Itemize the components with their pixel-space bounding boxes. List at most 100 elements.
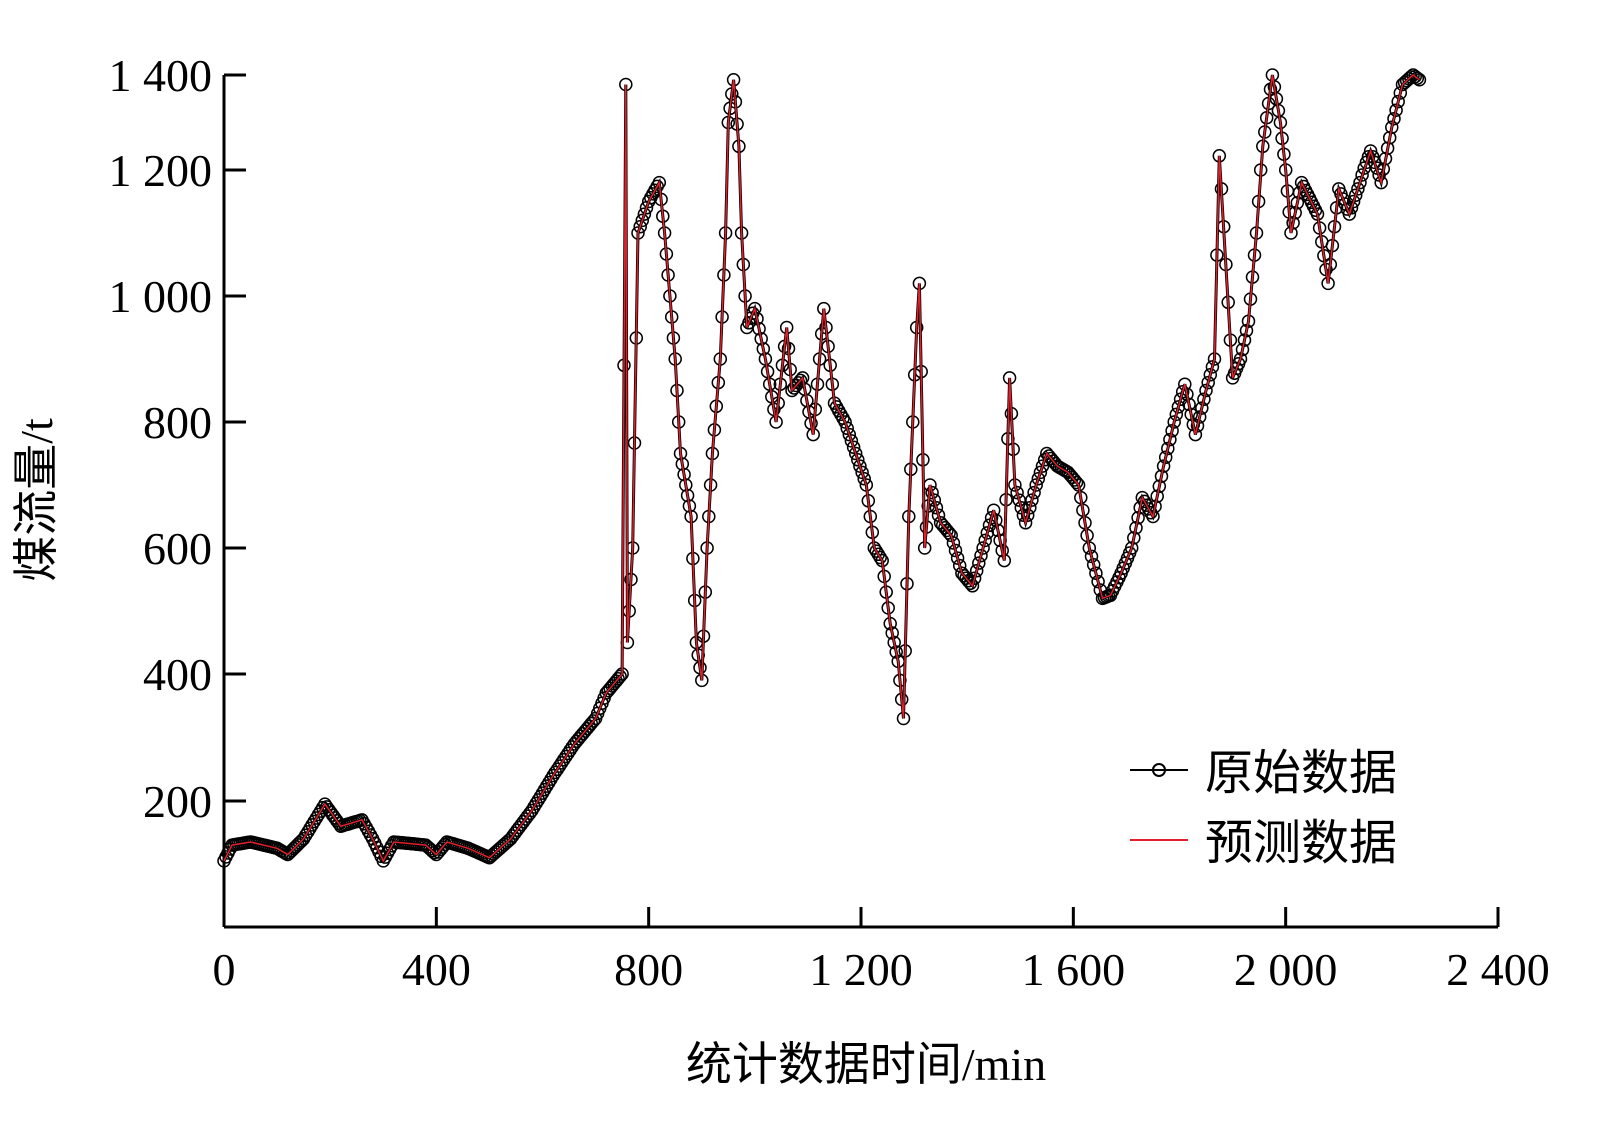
series-original-point <box>1124 541 1139 555</box>
series-original-point <box>535 786 550 800</box>
series-original-point <box>848 446 863 461</box>
series-original-point <box>1152 479 1167 494</box>
series-original-point <box>691 648 705 662</box>
series-original-point <box>993 533 1007 548</box>
y-tick-label: 1 400 <box>109 50 213 101</box>
series-original-point <box>611 672 625 686</box>
series-original-point <box>1078 516 1092 530</box>
series-original-point <box>1154 469 1169 483</box>
y-tick-label: 1 200 <box>109 145 213 196</box>
series-original-point <box>305 818 319 832</box>
series-original-point <box>1380 141 1395 155</box>
series-original-point <box>1197 392 1211 407</box>
series-original-point <box>1404 70 1418 84</box>
series-original-point <box>1086 558 1101 572</box>
series-original-point <box>1235 342 1250 357</box>
series-original-point <box>887 635 901 650</box>
series-original-point <box>978 533 992 548</box>
series-original-point <box>875 553 889 568</box>
series-original-point <box>1192 410 1207 424</box>
series-original-point <box>1018 516 1033 530</box>
series-original-point <box>1389 103 1403 117</box>
series-original-point <box>1184 407 1198 422</box>
series-original-point <box>679 478 693 492</box>
y-tick-label: 400 <box>143 649 212 700</box>
series-original-point <box>633 219 647 234</box>
series-original-point <box>1025 493 1039 507</box>
series-original-point <box>760 364 775 379</box>
series-original-point <box>976 541 990 555</box>
series-original-point <box>842 427 857 442</box>
series-original-point <box>309 811 324 825</box>
series-original-point <box>855 465 869 480</box>
series-original-point <box>1290 196 1305 210</box>
series-original-point <box>1156 459 1171 473</box>
series-original-point <box>1378 151 1393 166</box>
series-original-point <box>762 377 777 391</box>
series-original-point <box>986 503 1001 517</box>
series-original-point <box>525 803 539 818</box>
series-original-point <box>1195 401 1209 415</box>
y-tick-label: 800 <box>143 397 212 448</box>
series-original-point <box>544 772 558 786</box>
series-original-point <box>1353 175 1367 190</box>
series-original-point <box>948 543 963 558</box>
series-original-point <box>1355 168 1369 182</box>
series-original-point <box>1029 478 1043 492</box>
series-original-point <box>965 579 980 593</box>
series-original-point <box>1069 475 1084 490</box>
legend: 原始数据 预测数据 <box>1130 747 1397 870</box>
series-original-point <box>846 440 861 454</box>
series-original-point <box>1199 383 1213 398</box>
series-original-point <box>1410 71 1425 85</box>
series-original-point <box>677 467 691 482</box>
series-original-point <box>859 478 874 492</box>
series-original-point <box>1158 450 1173 465</box>
series-original-point <box>1387 111 1401 126</box>
x-tick-label: 1 200 <box>809 944 913 995</box>
series-original-point <box>1074 490 1088 505</box>
series-original-point <box>944 528 958 543</box>
series-original-point <box>1357 161 1371 175</box>
series-original-point <box>991 523 1005 538</box>
series-original-point <box>873 550 887 565</box>
series-original-point <box>1365 149 1380 164</box>
series-original-point <box>537 782 552 797</box>
series-original-point <box>844 434 859 448</box>
series-original-point <box>1027 485 1041 500</box>
series-original-point <box>1082 541 1097 555</box>
series-original-point <box>531 793 546 807</box>
series-original-point <box>1317 248 1331 263</box>
series-original-point <box>1167 415 1181 429</box>
series-original-point <box>1089 566 1103 580</box>
series-original-point <box>758 352 773 366</box>
series-original-point <box>754 332 768 346</box>
y-tick-label: 1 000 <box>109 271 213 322</box>
series-original-point <box>1161 441 1175 456</box>
series-original-point <box>533 789 548 804</box>
series-original-point <box>1033 465 1048 480</box>
series-original-point <box>1237 333 1252 347</box>
series-original-point <box>879 585 893 599</box>
series-original-point <box>1201 375 1215 390</box>
series-original-point <box>989 513 1003 528</box>
series-original-point <box>1169 407 1184 422</box>
series-original-point <box>301 825 315 839</box>
series-original-point <box>857 471 871 486</box>
series-original-point <box>748 301 762 316</box>
series-original-point <box>974 548 988 563</box>
series-original-point <box>752 322 766 336</box>
series-original-point <box>883 616 897 631</box>
series-original-point <box>793 373 808 388</box>
series-original-point <box>889 645 903 659</box>
series-original-point <box>863 509 878 524</box>
series-original-point <box>1348 188 1363 202</box>
x-tick-label: 2 400 <box>1446 944 1550 995</box>
x-axis-label: 统计数据时间/min <box>686 1039 1046 1090</box>
series-original-point <box>1385 120 1399 135</box>
legend-original-marker <box>1152 763 1166 777</box>
series-original-point <box>1035 459 1050 473</box>
series-original-point <box>1084 549 1099 564</box>
series-original-point <box>1408 69 1422 84</box>
series-original-point <box>1391 94 1405 109</box>
